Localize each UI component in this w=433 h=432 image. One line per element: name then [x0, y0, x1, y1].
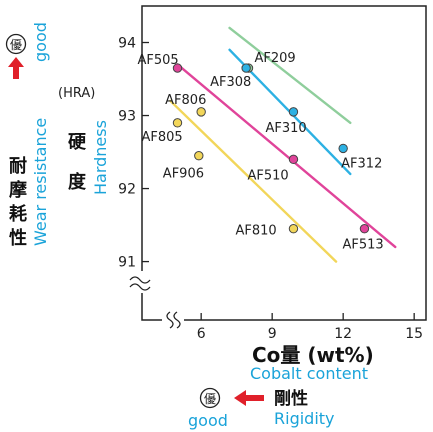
y-tick-label: 93	[118, 109, 136, 125]
x-good-label: good	[188, 411, 228, 430]
point-label: AF310	[265, 121, 306, 136]
x-good-marker: 優 good 剛性 Rigidity	[188, 387, 335, 430]
y-tick-label: 94	[118, 36, 136, 52]
x-tick-label: 9	[268, 326, 277, 342]
x-axis-break	[162, 310, 184, 330]
y-title-char: 性	[9, 227, 27, 249]
point-label: AF209	[255, 51, 296, 66]
trend-line	[169, 99, 338, 263]
x-tick-label: 6	[197, 326, 206, 342]
x-direction-jp: 剛性	[274, 388, 308, 409]
up-arrow-icon	[8, 57, 24, 79]
x-axis-title: Co量 (wt%)	[252, 343, 374, 367]
point-label: AF805	[142, 130, 183, 145]
point-label: AF308	[210, 75, 251, 90]
x-tick-label: 12	[334, 326, 352, 342]
left-arrow-icon	[234, 390, 264, 406]
y-title-char: 硬	[68, 132, 87, 153]
y-axis-break	[128, 271, 152, 293]
data-point	[288, 154, 299, 165]
y-axis-title-en-1: Wear resistance	[31, 118, 50, 246]
data-point	[359, 224, 370, 234]
plot-frame	[141, 5, 427, 321]
data-point	[241, 63, 251, 73]
point-label: AF513	[342, 238, 383, 253]
data-point	[196, 107, 206, 117]
y-axis-title-en-2: Hardness	[91, 120, 110, 195]
trend-line	[176, 63, 397, 249]
y-good-label: good	[31, 22, 50, 62]
y-axis-unit: (HRA)	[58, 86, 95, 101]
y-title-char: 耗	[9, 203, 27, 225]
point-label: AF510	[247, 168, 288, 183]
data-point	[172, 118, 183, 128]
y-tick-label: 92	[118, 182, 136, 198]
y-good-mark: 優	[10, 38, 22, 52]
point-label: AF505	[138, 53, 179, 68]
trend-line	[228, 26, 352, 125]
y-title-char: 度	[68, 171, 87, 193]
y-title-char: 摩	[9, 179, 27, 201]
point-label: AF312	[341, 156, 382, 171]
y-axis-title-jp-2: 硬度	[68, 132, 87, 193]
data-point	[338, 143, 348, 154]
x-direction-en: Rigidity	[274, 409, 335, 428]
point-label: AF810	[235, 224, 276, 239]
y-title-char: 耐	[9, 155, 27, 177]
data-point	[194, 150, 204, 161]
x-axis-title-en: Cobalt content	[250, 364, 368, 383]
x-good-mark: 優	[204, 392, 216, 406]
point-label: AF806	[165, 93, 206, 108]
y-good-marker: 優 good	[5, 22, 50, 79]
x-tick-label: 15	[405, 326, 423, 342]
data-point	[172, 63, 183, 73]
data-point	[288, 107, 299, 117]
data-point	[288, 224, 299, 234]
y-tick-label: 91	[118, 255, 136, 271]
point-label: AF906	[163, 167, 204, 182]
